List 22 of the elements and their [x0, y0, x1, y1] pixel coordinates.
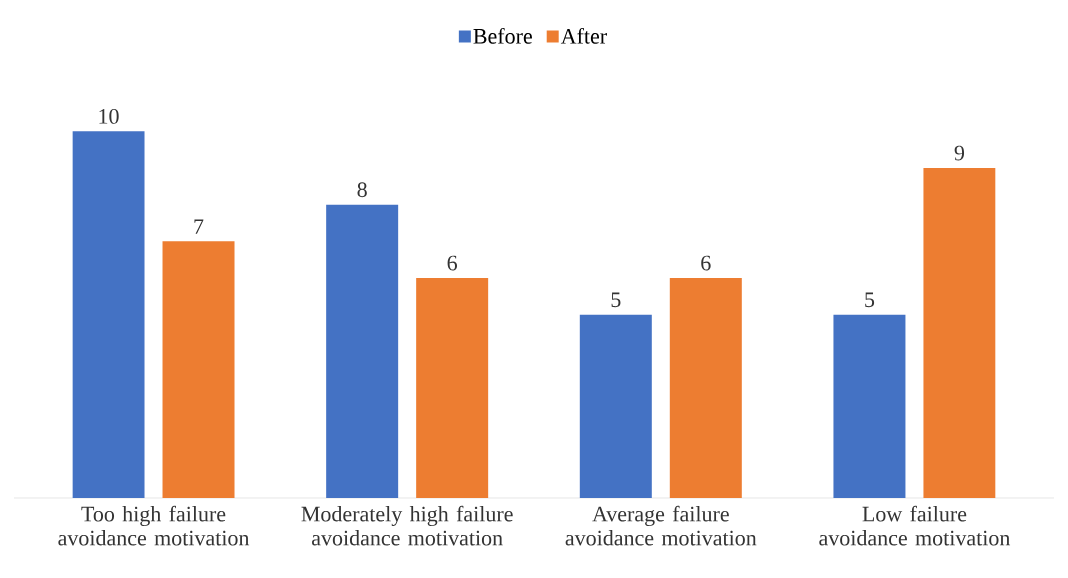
legend-label: Before — [473, 28, 532, 44]
data-label: 8 — [357, 182, 367, 198]
bar — [72, 131, 145, 498]
bar — [579, 314, 652, 498]
x-tick-label: Moderately high failure avoidance motivation — [301, 505, 513, 546]
data-label: 5 — [865, 292, 875, 308]
bar — [162, 241, 235, 498]
bar — [923, 167, 996, 498]
x-tick-label: Average failure avoidance motivation — [565, 505, 757, 546]
data-label: 7 — [194, 219, 204, 234]
x-tick-label: Too high failure avoidance motivation — [58, 505, 250, 546]
data-label: 10 — [99, 108, 119, 124]
bar — [326, 204, 399, 498]
data-label: 9 — [954, 145, 965, 161]
bar — [416, 277, 489, 498]
bar — [833, 314, 906, 498]
data-label: 6 — [701, 255, 711, 271]
legend-label: After — [560, 28, 607, 44]
data-label: 6 — [447, 255, 458, 271]
x-tick-label: Low failure avoidance motivation — [819, 505, 1011, 546]
bar — [669, 277, 742, 498]
data-label: 5 — [611, 292, 621, 308]
